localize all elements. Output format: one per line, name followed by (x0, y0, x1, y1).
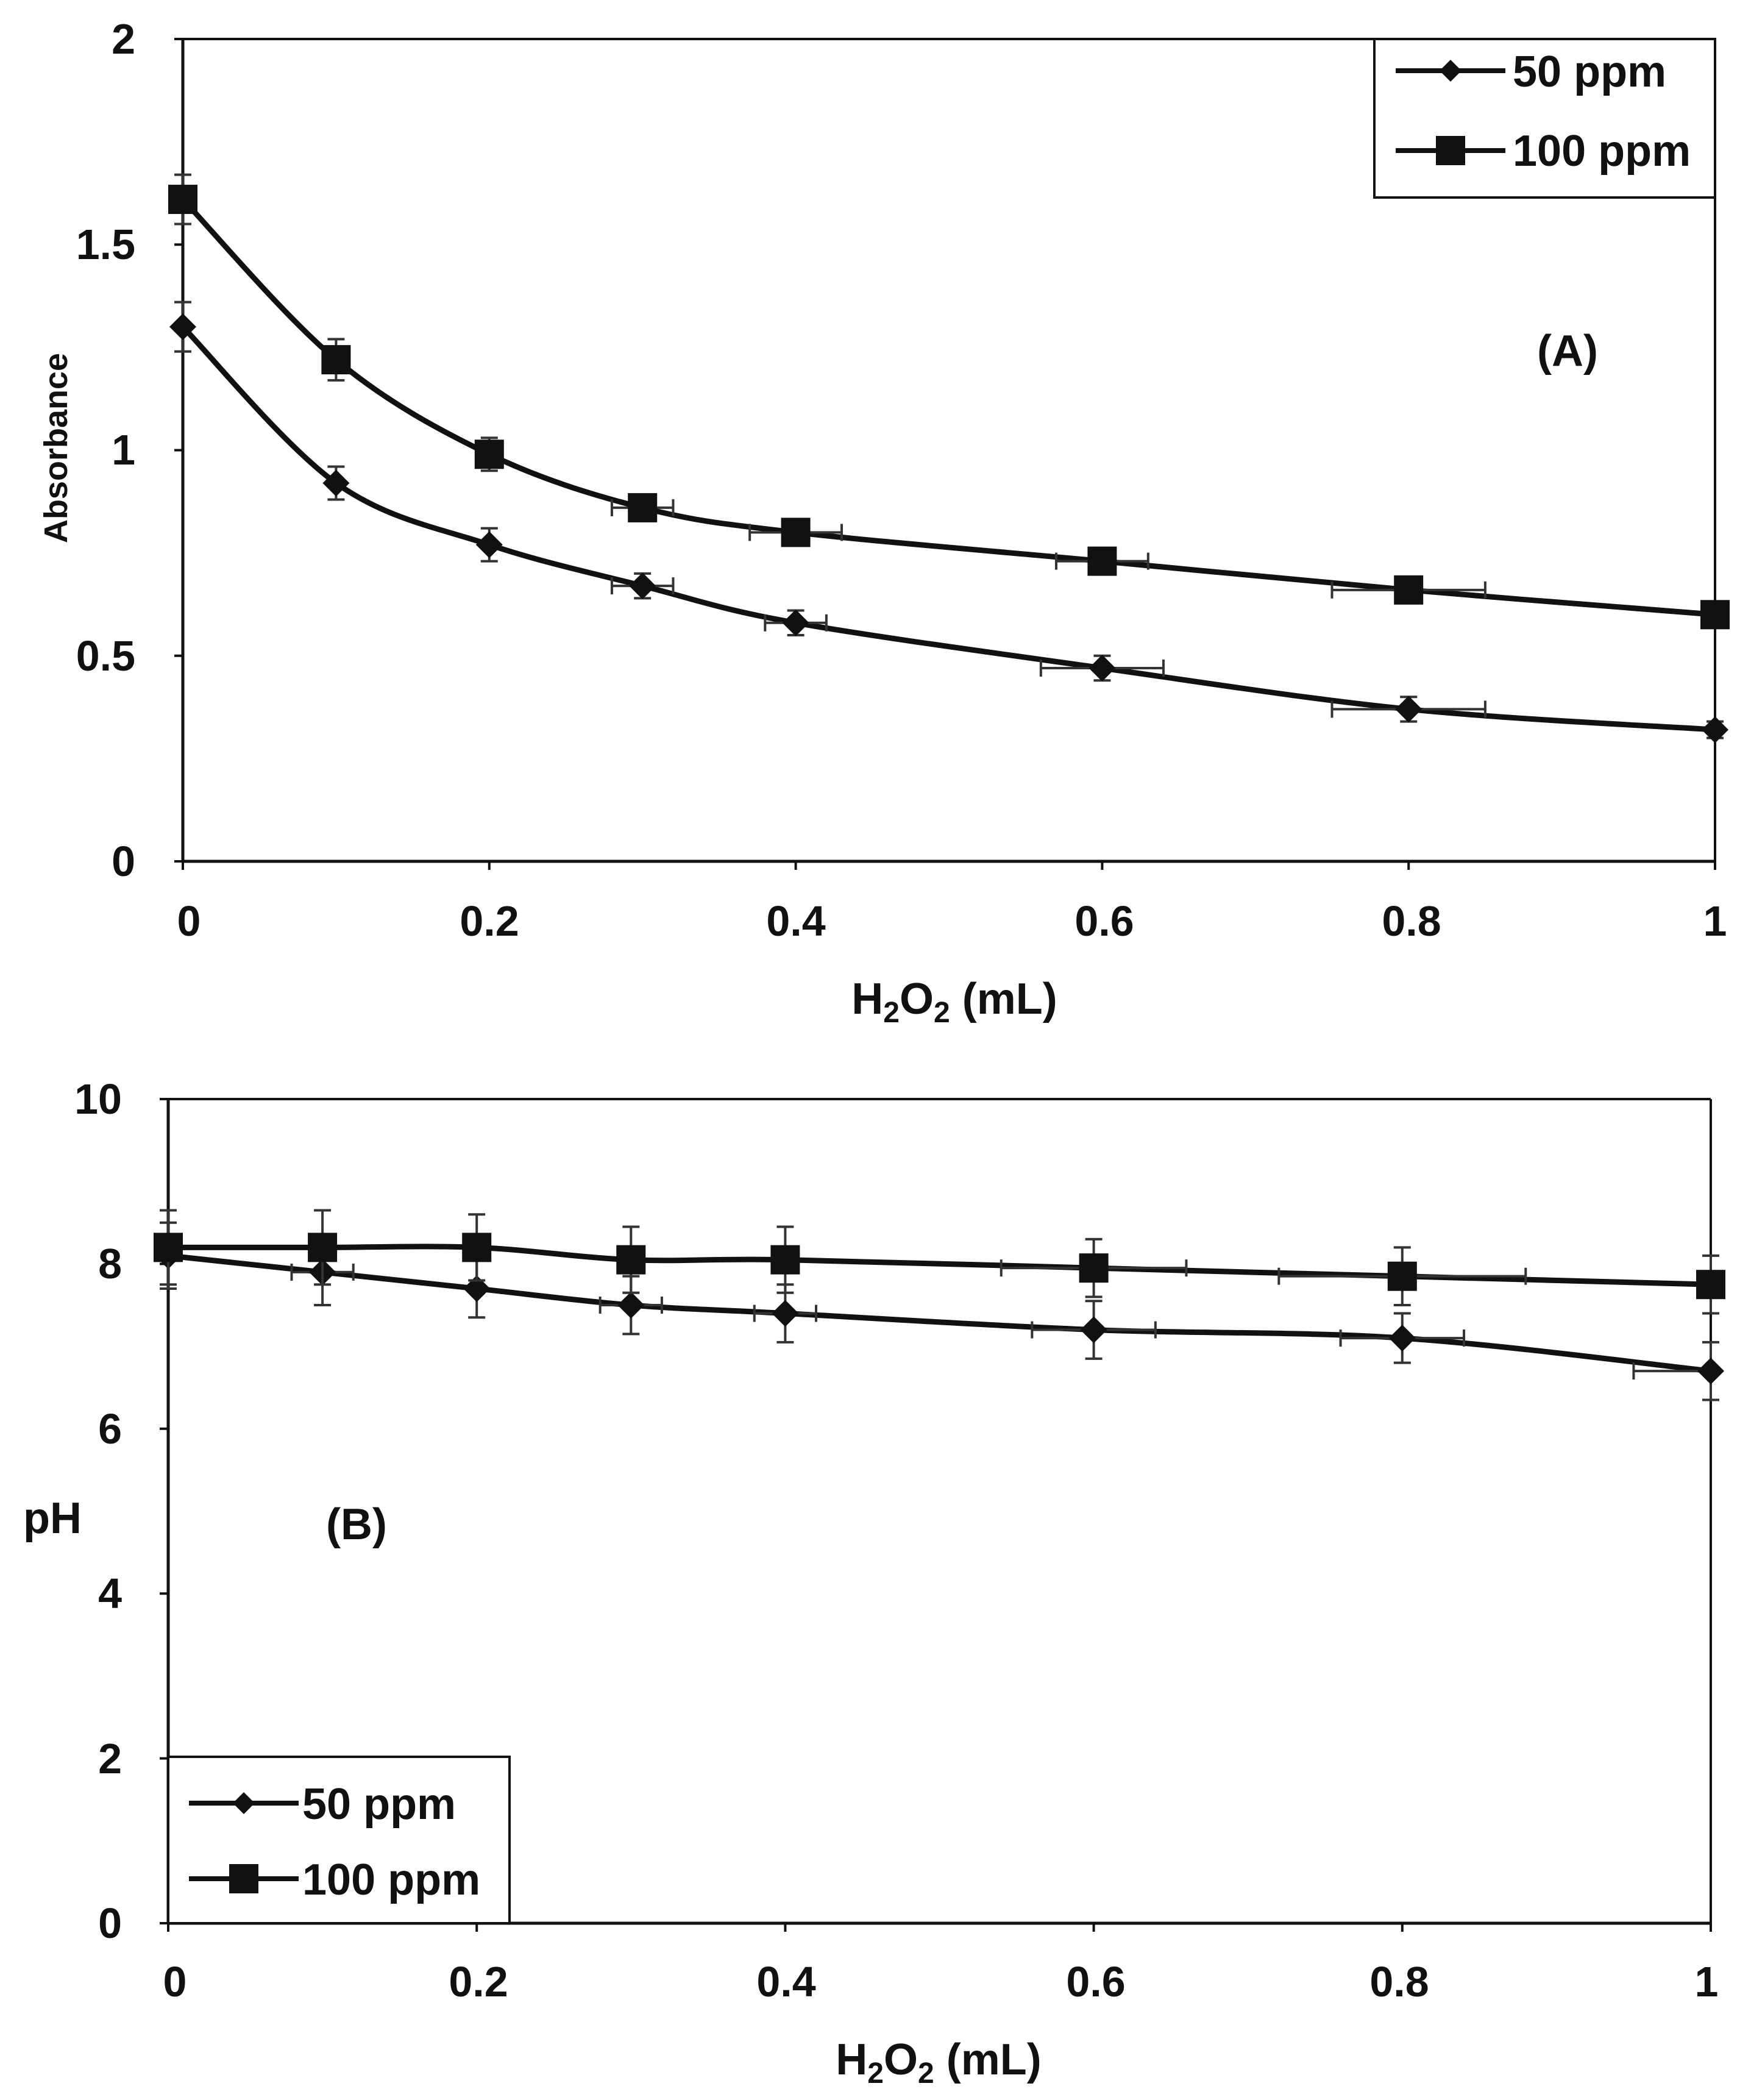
panel-b-series-diamond-line (168, 1253, 1711, 1374)
panel-b-x-tick-label: 0 (163, 1958, 187, 2006)
panel-b-series-diamond-point (1080, 1316, 1107, 1344)
panel-b-series-square-point (1387, 1261, 1417, 1291)
panel-a-x-tick-label: 1 (1703, 897, 1727, 945)
panel-b-series-square-point (308, 1233, 338, 1262)
panel-b-x-axis-title: H2O2 (mL) (836, 2035, 1041, 2090)
panel-b-legend-label: 50 ppm (302, 1780, 456, 1829)
panel-b-series-square-point (1696, 1270, 1725, 1300)
panel-a-y-axis-title: Absorbance (38, 353, 74, 543)
panel-b-tick-marks (160, 1098, 1712, 1932)
panel-b-series-diamond-point (1697, 1358, 1724, 1385)
panel-b-x-tick-label: 0.6 (1066, 1958, 1125, 2006)
panel-b-y-tick-label: 4 (98, 1570, 122, 1617)
panel-b-x-tick-label: 0.4 (756, 1958, 815, 2006)
panel-a-series-square-point (1087, 546, 1117, 576)
panel-b-x-tick-label: 0.2 (449, 1958, 508, 2006)
panel-a-series-diamond-point (322, 469, 350, 497)
panel-a-x-tick-label: 0.6 (1074, 897, 1134, 945)
panel-b-y-tick-label: 2 (98, 1735, 122, 1782)
panel-a-series-square-point (474, 440, 504, 469)
panel-a-series-diamond-point (475, 531, 503, 558)
panel-a-legend: 50 ppm 100 ppm (1373, 38, 1716, 199)
panel-a-legend-square-marker (1436, 136, 1465, 165)
panel-b-x-tick-label: 1 (1695, 1958, 1719, 2006)
panel-a-y-tick-label: 2 (112, 15, 135, 63)
panel-b-series-square-point (462, 1233, 492, 1262)
panel-a-y-tick-label: 0.5 (76, 632, 135, 680)
panel-a-series-diamond-point (629, 572, 656, 600)
panel-b-label: (B) (326, 1500, 387, 1549)
panel-b-series-square-point (770, 1245, 800, 1275)
panel-a-series-diamond-point (1702, 716, 1728, 744)
panel-b-y-tick-label: 8 (98, 1240, 122, 1287)
panel-a-legend-diamond-marker (1440, 60, 1462, 82)
panel-a-series-diamond-point (782, 609, 809, 636)
panel-a-series-square-point (1700, 600, 1730, 630)
panel-a-series-square-point (628, 493, 658, 522)
panel-a-series-square-line (180, 197, 1716, 618)
panel-b-series-diamond-point (463, 1275, 491, 1302)
panel-a-series-diamond-point (169, 313, 196, 341)
panel-b-series-square-point (154, 1233, 183, 1262)
panel-b-legend-square-marker (229, 1864, 258, 1893)
panel-a-label: (A) (1537, 327, 1598, 376)
panel-b-x-tick-label: 0.8 (1369, 1958, 1429, 2006)
panel-a-legend-box (1373, 38, 1716, 199)
panel-b-chart: 0 0.2 0.4 0.6 0.8 1 0 2 4 6 8 10 H2O2 (m… (23, 1075, 1725, 2090)
panel-a-y-tick-label: 0 (112, 838, 135, 885)
panel-b-series-diamond-point (617, 1292, 645, 1319)
panel-b-series (154, 1209, 1725, 1401)
panel-a-legend-label: 50 ppm (1513, 48, 1666, 96)
panel-a-x-tick-label: 0.2 (460, 897, 519, 945)
panel-b-series-diamond-point (772, 1300, 799, 1327)
panel-b-y-tick-label: 0 (98, 1899, 122, 1947)
panel-b-series-square-point (1079, 1253, 1109, 1283)
panel-a-y-tick-label: 1 (112, 426, 135, 474)
panel-a-legend-label: 100 ppm (1513, 127, 1691, 176)
panel-b-legend-box (167, 1756, 511, 1924)
panel-a-series-diamond-line (180, 324, 1716, 733)
panel-b-legend: 50 ppm 100 ppm (167, 1756, 511, 1924)
panel-a-x-tick-label: 0.8 (1382, 897, 1441, 945)
panel-b-series-square-point (616, 1245, 646, 1275)
panel-a-series (168, 173, 1730, 744)
panel-b-series-diamond-point (1388, 1325, 1416, 1352)
panel-a-x-tick-label: 0.4 (766, 897, 825, 945)
panel-a-series-square-point (321, 345, 351, 375)
panel-a-tick-marks (174, 38, 1716, 870)
panel-a-series-diamond-point (1395, 696, 1422, 723)
panel-a-x-axis-title: H2O2 (mL) (851, 975, 1057, 1029)
panel-a-series-diamond-point (1089, 654, 1116, 682)
panel-a-chart: 0 0.2 0.4 0.6 0.8 1 0 0.5 1 1.5 2 H2O2 (… (38, 15, 1730, 1029)
panel-a-y-tick-label: 1.5 (76, 221, 135, 268)
panel-b-y-tick-label: 10 (74, 1075, 122, 1123)
panel-b-y-tick-label: 6 (98, 1405, 122, 1453)
panel-a-series-square-point (168, 185, 197, 215)
panel-b-y-axis-title: pH (23, 1494, 82, 1543)
panel-a-x-tick-label: 0 (177, 897, 201, 945)
panel-a-series-square-point (1394, 575, 1424, 605)
panel-b-legend-diamond-marker (233, 1792, 255, 1814)
panel-b-legend-label: 100 ppm (302, 1856, 480, 1904)
panel-a-series-square-point (781, 518, 811, 547)
